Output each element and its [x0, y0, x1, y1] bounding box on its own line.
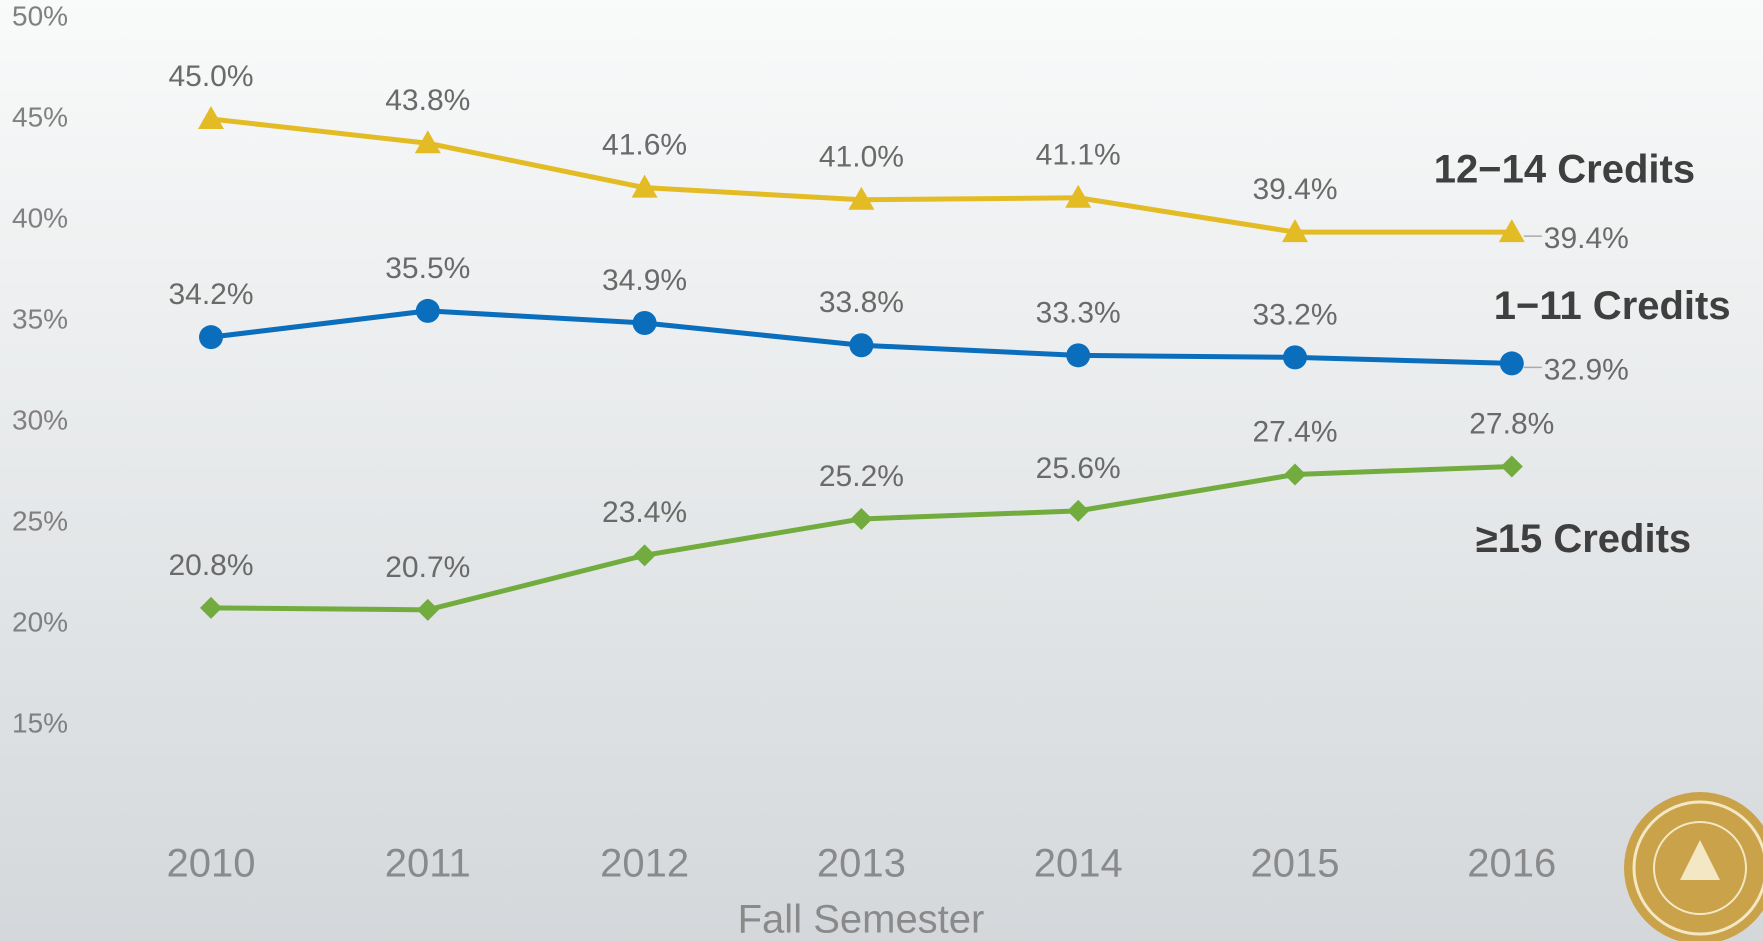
data-label: 43.8% [385, 84, 470, 117]
data-label: 35.5% [385, 252, 470, 285]
series-label: 1−11 Credits [1494, 284, 1731, 328]
marker [849, 333, 874, 358]
x-tick-label: 2011 [385, 842, 471, 886]
y-tick-label: 45% [12, 101, 68, 132]
marker [199, 325, 223, 350]
marker [1065, 184, 1092, 208]
marker [200, 596, 222, 619]
seal [1624, 792, 1763, 941]
y-tick-label: 50% [12, 0, 68, 31]
data-label: 23.4% [602, 496, 687, 529]
marker [1066, 343, 1091, 368]
data-label: 20.7% [385, 551, 470, 584]
data-label: 33.3% [1036, 296, 1121, 329]
marker [1067, 499, 1090, 522]
x-tick-label: 2016 [1467, 842, 1556, 886]
data-label: 41.1% [1036, 139, 1121, 172]
marker [1499, 351, 1524, 376]
marker [1284, 463, 1306, 486]
data-label: 39.4% [1544, 222, 1629, 255]
y-tick-label: 40% [12, 202, 68, 233]
data-label: 41.0% [819, 141, 904, 174]
marker [1283, 345, 1307, 370]
data-label: 45.0% [168, 60, 253, 93]
y-tick-label: 15% [12, 707, 68, 738]
data-label: 25.2% [819, 460, 904, 493]
y-tick-label: 25% [12, 505, 68, 536]
data-label: 32.9% [1544, 353, 1629, 386]
data-label: 20.8% [168, 549, 253, 582]
y-tick-label: 35% [12, 303, 68, 334]
marker [1500, 455, 1523, 478]
marker [633, 544, 656, 567]
x-tick-label: 2012 [600, 842, 689, 886]
x-axis-title: Fall Semester [738, 898, 985, 941]
marker [198, 106, 224, 129]
data-label: 27.8% [1469, 407, 1554, 440]
x-tick-label: 2015 [1251, 842, 1340, 886]
series-label: ≥15 Credits [1476, 517, 1691, 561]
marker [850, 507, 873, 530]
marker [1282, 219, 1308, 243]
marker [416, 598, 439, 621]
series-label: 12−14 Credits [1434, 148, 1695, 192]
marker [632, 311, 657, 336]
data-label: 39.4% [1252, 173, 1337, 206]
x-tick-label: 2010 [167, 842, 256, 886]
data-label: 34.2% [168, 278, 253, 311]
x-tick-label: 2013 [817, 842, 906, 886]
data-label: 34.9% [602, 264, 687, 297]
y-tick-label: 20% [12, 606, 68, 637]
marker [1498, 219, 1525, 243]
data-label: 25.6% [1036, 452, 1121, 485]
marker [631, 174, 658, 198]
data-label: 33.2% [1252, 298, 1337, 331]
marker [415, 298, 440, 323]
data-label: 41.6% [602, 129, 687, 162]
data-label: 33.8% [819, 286, 904, 319]
data-label: 27.4% [1252, 415, 1337, 448]
y-tick-label: 30% [12, 404, 68, 435]
marker [848, 186, 875, 210]
x-tick-label: 2014 [1034, 842, 1123, 886]
marker [414, 130, 441, 154]
